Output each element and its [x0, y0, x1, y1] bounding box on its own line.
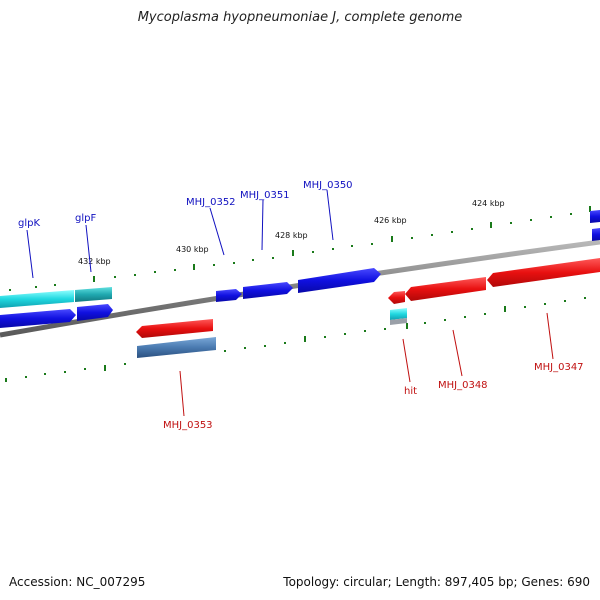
- label-hit[interactable]: hit: [404, 386, 417, 397]
- forward-leader-lines: [26, 189, 334, 279]
- reverse-gene-labels: MHJ_0353 hit MHJ_0348 MHJ_0347: [163, 362, 584, 431]
- label-MHJ_0352[interactable]: MHJ_0352: [186, 197, 236, 208]
- gene-MHJ_0347[interactable]: [487, 258, 600, 287]
- label-MHJ_0348[interactable]: MHJ_0348: [438, 380, 488, 391]
- label-MHJ_0350[interactable]: MHJ_0350: [303, 180, 353, 191]
- gene-right-edge-a[interactable]: [590, 210, 600, 223]
- label-glpF[interactable]: glpF: [75, 213, 96, 224]
- gene-glpF[interactable]: [75, 287, 112, 302]
- tick-label-428: 428 kbp: [275, 231, 308, 240]
- tick-label-424: 424 kbp: [472, 199, 505, 208]
- reverse-gene-track: [136, 258, 600, 358]
- gene-hit-rna[interactable]: [390, 308, 407, 320]
- tick-label-426: 426 kbp: [374, 216, 407, 225]
- gene-hit-small[interactable]: [390, 318, 407, 325]
- gene-MHJ_0348[interactable]: [405, 277, 486, 301]
- forward-gene-subtrack: [0, 228, 600, 328]
- gene-hit[interactable]: [388, 291, 405, 304]
- label-MHJ_0351[interactable]: MHJ_0351: [240, 190, 290, 201]
- label-MHJ_0353[interactable]: MHJ_0353: [163, 420, 213, 431]
- gene-MHJ_0353[interactable]: [136, 319, 213, 338]
- gene-MHJ_0351[interactable]: [243, 282, 293, 299]
- label-MHJ_0347[interactable]: MHJ_0347: [534, 362, 584, 373]
- gene-right-edge-b[interactable]: [592, 228, 600, 241]
- gene-glpK[interactable]: [0, 290, 74, 308]
- gene-MHJ_0352[interactable]: [216, 289, 242, 302]
- reverse-leader-lines: [179, 312, 554, 417]
- forward-gene-track: [0, 210, 600, 308]
- accession-text: Accession: NC_007295: [9, 575, 146, 589]
- forward-gene-labels: glpK glpF MHJ_0352 MHJ_0351 MHJ_0350: [18, 180, 353, 229]
- gene-left-edge[interactable]: [0, 309, 76, 328]
- tick-label-430: 430 kbp: [176, 245, 209, 254]
- gene-MHJ_0353-partner[interactable]: [137, 337, 216, 358]
- inner-tick-row: [5, 297, 586, 382]
- map-title: Mycoplasma hyopneumoniae J, complete gen…: [137, 10, 463, 25]
- gene-glpF-partner[interactable]: [77, 304, 113, 321]
- outer-tick-row: [9, 206, 591, 291]
- topology-summary: Topology: circular; Length: 897,405 bp; …: [283, 575, 590, 589]
- label-glpK[interactable]: glpK: [18, 218, 40, 229]
- gene-MHJ_0350[interactable]: [298, 268, 381, 293]
- tick-label-432: 432 kbp: [78, 257, 111, 266]
